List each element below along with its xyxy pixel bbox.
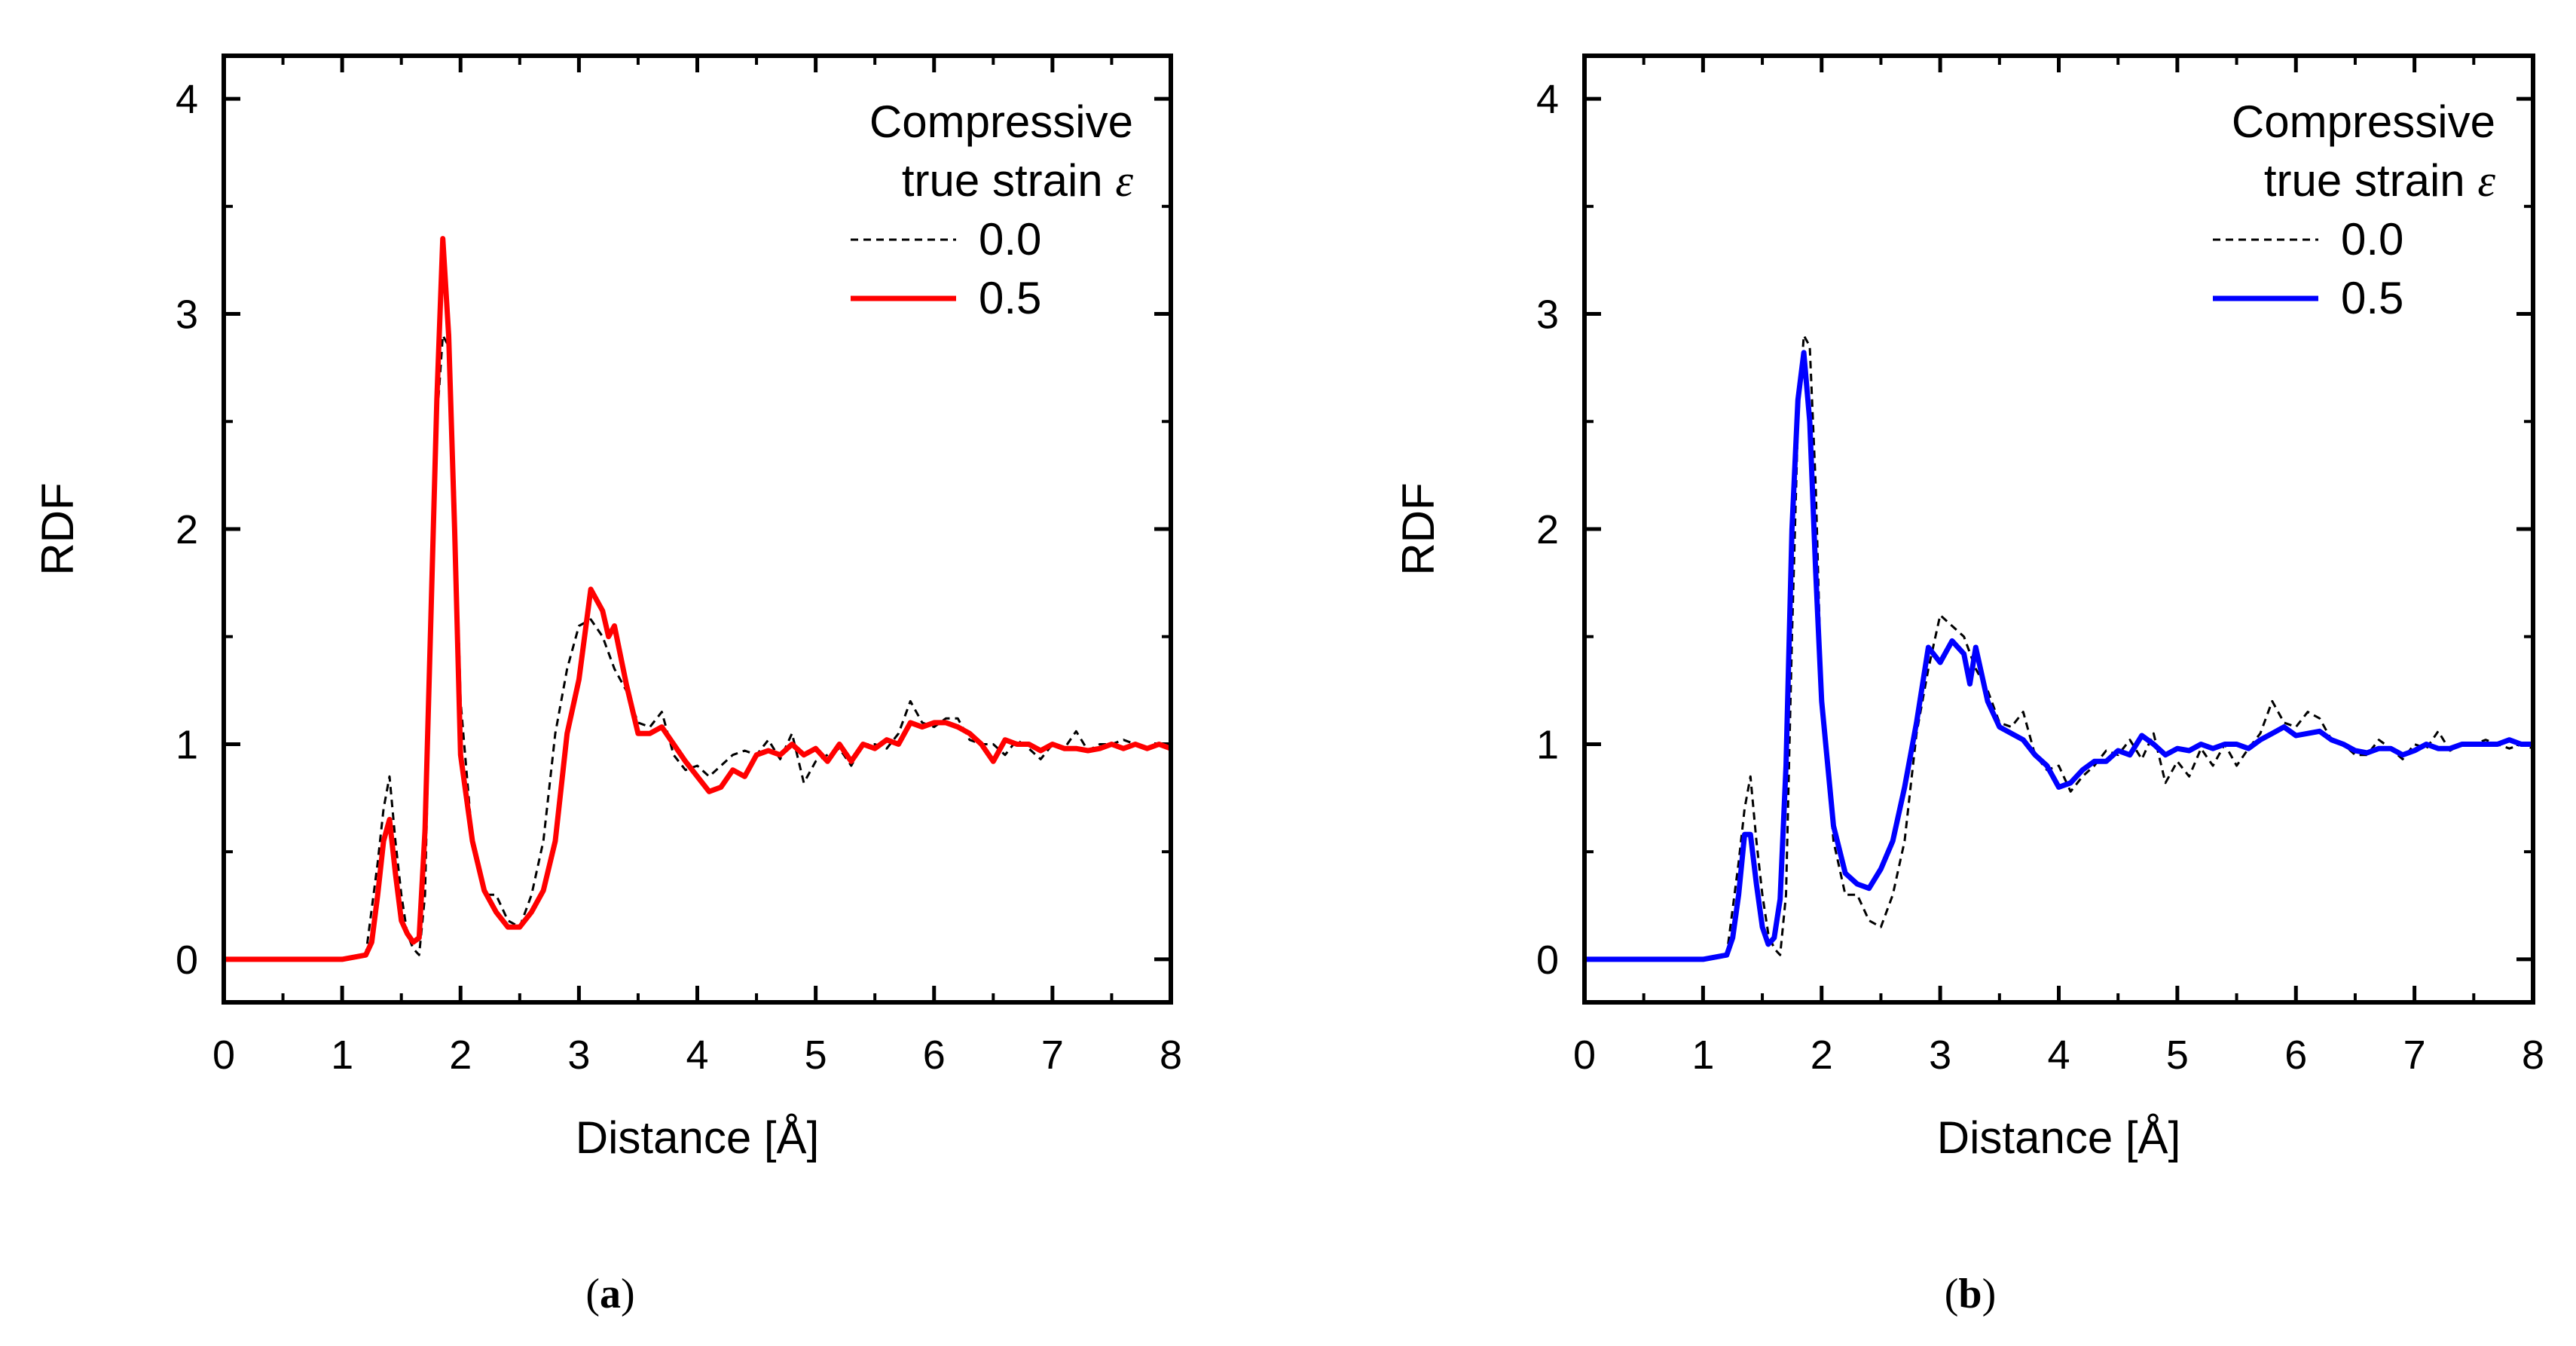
y-tick-label: 2 xyxy=(176,507,198,552)
y-tick-label: 3 xyxy=(1536,292,1559,338)
x-tick-label: 8 xyxy=(2522,1032,2544,1078)
x-tick-label: 3 xyxy=(1929,1032,1951,1078)
x-tick-label: 5 xyxy=(2166,1032,2189,1078)
x-tick-label: 7 xyxy=(1041,1032,1064,1078)
x-tick-label: 6 xyxy=(923,1032,946,1078)
y-tick-label: 4 xyxy=(176,77,198,122)
epsilon-symbol: ε xyxy=(1115,156,1133,206)
caption-close-paren: ) xyxy=(621,1271,635,1317)
x-axis-label: Distance [Å] xyxy=(1937,1112,2180,1163)
y-tick-label: 0 xyxy=(176,938,198,983)
series-line-strain-0-0 xyxy=(224,334,1171,961)
x-tick-label: 4 xyxy=(2047,1032,2070,1078)
x-tick-label: 0 xyxy=(1573,1032,1596,1078)
y-tick-label: 3 xyxy=(176,292,198,338)
x-tick-label: 1 xyxy=(1691,1032,1714,1078)
caption-letter: a xyxy=(600,1271,621,1317)
plot-frame xyxy=(1582,54,2535,1005)
caption-letter: b xyxy=(1958,1271,1982,1317)
x-tick-label: 3 xyxy=(567,1032,590,1078)
caption-close-paren: ) xyxy=(1982,1271,1997,1317)
caption-open-paren: ( xyxy=(1945,1271,1959,1317)
series-line-strain-0-5 xyxy=(1584,350,2533,962)
y-tick-label: 0 xyxy=(1536,938,1559,983)
x-axis-label: Distance [Å] xyxy=(576,1112,819,1163)
x-tick-label: 6 xyxy=(2284,1032,2307,1078)
x-tick-label: 5 xyxy=(805,1032,827,1078)
y-tick-label: 1 xyxy=(1536,722,1559,767)
x-tick-label: 7 xyxy=(2403,1032,2426,1078)
panel-caption: (a) xyxy=(585,1271,634,1317)
y-tick-label: 2 xyxy=(1536,507,1559,552)
y-axis-label: RDF xyxy=(1393,482,1444,575)
series-line-strain-0-5 xyxy=(224,236,1171,962)
panel-caption: (b) xyxy=(1945,1271,1996,1317)
legend: Compressive true strain ε 0.0 0.5 xyxy=(2213,96,2495,323)
legend-entry-label: 0.5 xyxy=(979,273,1041,323)
legend: Compressive true strain ε 0.0 0.5 xyxy=(851,96,1133,323)
legend-title-line1: Compressive xyxy=(2232,96,2495,147)
x-tick-label: 0 xyxy=(212,1032,235,1078)
epsilon-symbol: ε xyxy=(2477,156,2495,206)
legend-title-line1: Compressive xyxy=(869,96,1133,147)
legend-title-line2: true strain ε xyxy=(902,155,1133,206)
x-tick-label: 2 xyxy=(1811,1032,1833,1078)
x-tick-label: 8 xyxy=(1160,1032,1182,1078)
legend-title-text: true strain xyxy=(2264,155,2477,206)
y-axis-label: RDF xyxy=(32,482,83,575)
caption-open-paren: ( xyxy=(585,1271,600,1317)
panel-a: 0 1 2 3 4 5 6 7 8 0 1 2 3 4 Distance [Å] RDF Compressive… xyxy=(32,54,1182,1317)
legend-entry-label: 0.0 xyxy=(979,214,1041,265)
series-line-strain-0-0 xyxy=(1584,334,2533,961)
legend-title-line2: true strain ε xyxy=(2264,155,2495,206)
x-tick-label: 4 xyxy=(686,1032,708,1078)
legend-entry-label: 0.5 xyxy=(2341,273,2403,323)
legend-title-text: true strain xyxy=(902,155,1115,206)
x-tick-label: 2 xyxy=(449,1032,472,1078)
y-tick-label: 4 xyxy=(1536,77,1559,122)
x-tick-label: 1 xyxy=(331,1032,353,1078)
y-tick-label: 1 xyxy=(176,722,198,767)
legend-entry-label: 0.0 xyxy=(2341,214,2403,265)
plot-frame xyxy=(222,54,1173,1005)
panel-b: 0 1 2 3 4 5 6 7 8 0 1 2 3 4 Distance [Å] RDF Compressive… xyxy=(1393,54,2544,1317)
